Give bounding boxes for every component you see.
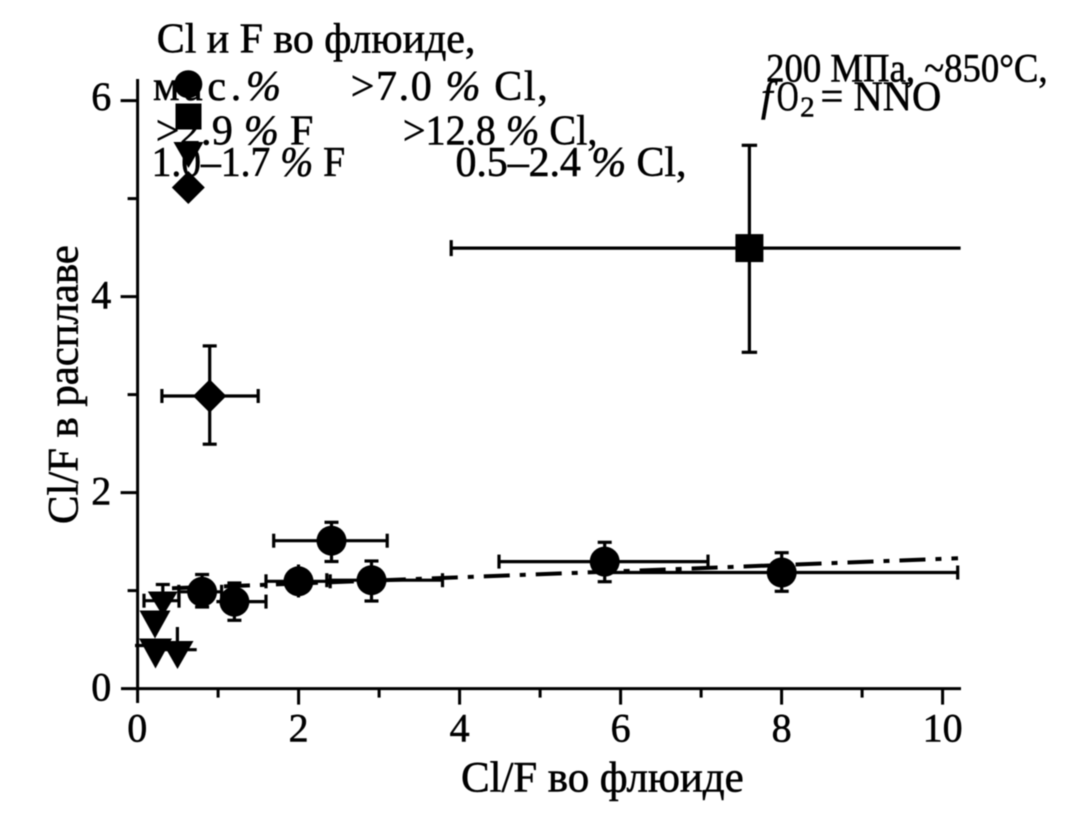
svg-text:мас.%: мас.%: [153, 64, 281, 110]
svg-text:Cl/F в расплаве: Cl/F в расплаве: [41, 245, 88, 524]
svg-text:O: O: [777, 75, 799, 121]
svg-text:0: 0: [91, 664, 111, 709]
svg-text:4: 4: [91, 273, 111, 318]
svg-text:4: 4: [450, 705, 470, 750]
svg-text:10: 10: [923, 705, 963, 750]
svg-text:6: 6: [91, 74, 111, 119]
svg-text:2: 2: [800, 91, 815, 123]
svg-text:200 МПа, ~850°C,: 200 МПа, ~850°C,: [766, 45, 1048, 90]
svg-text:6: 6: [611, 705, 631, 750]
svg-text:0: 0: [127, 705, 147, 750]
svg-text:>2.9 % F: >2.9 % F: [156, 108, 313, 154]
svg-text:>7.0 % Cl,: >7.0 % Cl,: [351, 64, 548, 110]
svg-text:2: 2: [91, 469, 111, 514]
svg-text:1.0–1.7 % F: 1.0–1.7 % F: [152, 140, 346, 186]
svg-text:Cl/F во флюиде: Cl/F во флюиде: [461, 755, 744, 802]
svg-text:8: 8: [772, 705, 792, 750]
svg-text:2: 2: [289, 705, 309, 750]
svg-text:>12.8 % Cl,: >12.8 % Cl,: [403, 108, 598, 154]
svg-text:0.5–2.4 % Cl,: 0.5–2.4 % Cl,: [456, 140, 687, 186]
svg-text:Cl и F во флюиде,: Cl и F во флюиде,: [157, 17, 476, 63]
svg-text:= NNO: = NNO: [821, 75, 942, 121]
